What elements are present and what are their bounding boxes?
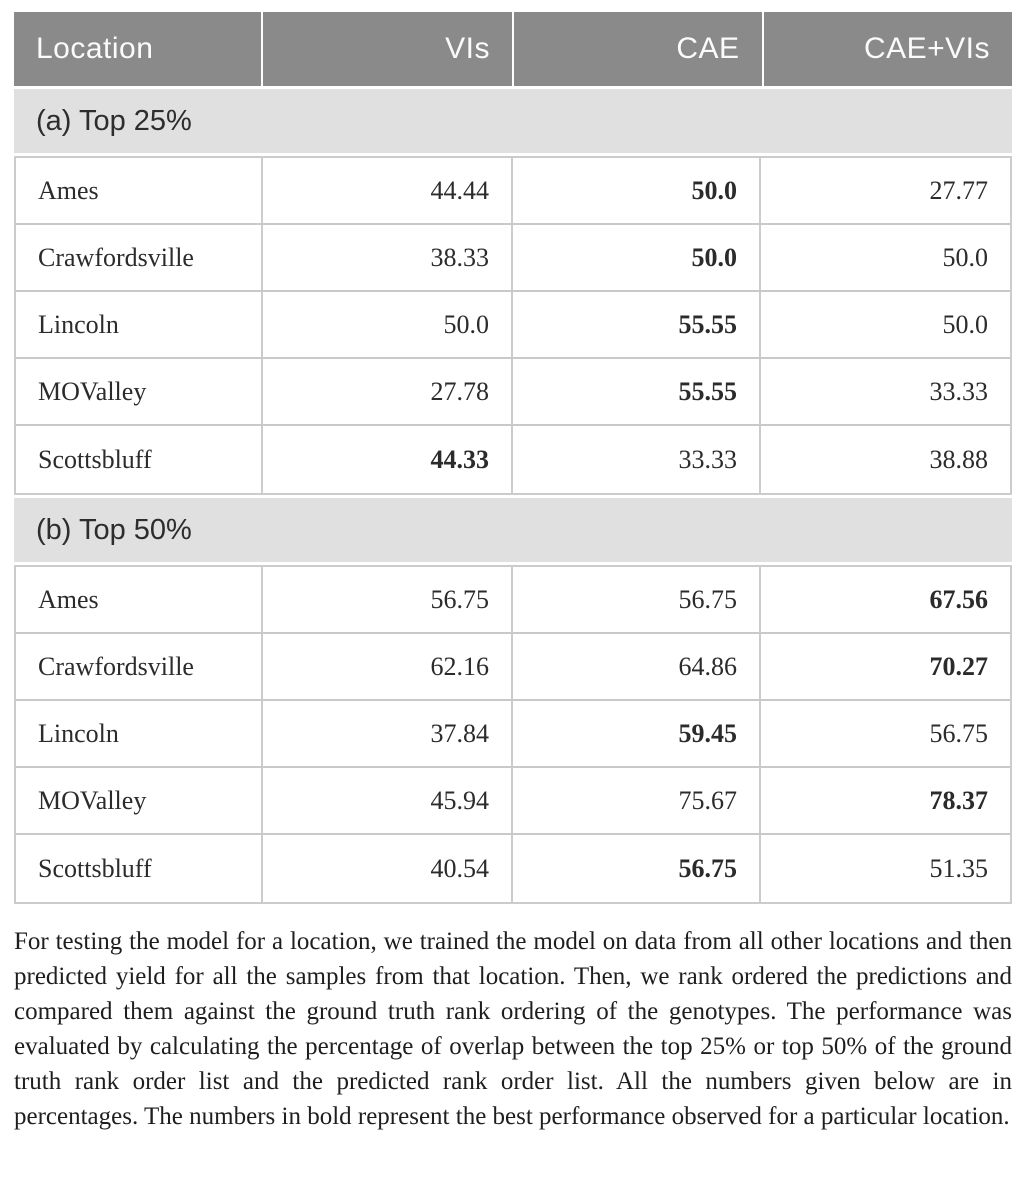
vis-cell: 40.54 <box>263 835 513 902</box>
header-cell-vis: VIs <box>262 12 512 86</box>
header-cell-location: Location <box>14 12 261 86</box>
cae-vis-cell: 56.75 <box>761 701 1010 766</box>
table-row: Crawfordsville 62.16 64.86 70.27 <box>16 634 1010 701</box>
page: Location VIs CAE CAE+VIs (a) Top 25% Ame… <box>14 12 1012 1130</box>
section-header-top-25: (a) Top 25% <box>14 89 1012 153</box>
cae-cell: 55.55 <box>513 292 761 357</box>
header-cell-cae-vis: CAE+VIs <box>763 12 1012 86</box>
cae-cell: 59.45 <box>513 701 761 766</box>
table-group-top-50: Ames 56.75 56.75 67.56 Crawfordsville 62… <box>14 565 1012 904</box>
location-cell: Crawfordsville <box>16 225 263 290</box>
cae-vis-cell: 67.56 <box>761 567 1010 632</box>
vis-cell: 50.0 <box>263 292 513 357</box>
table-row: Ames 56.75 56.75 67.56 <box>16 567 1010 634</box>
vis-cell: 38.33 <box>263 225 513 290</box>
location-cell: MOValley <box>16 768 263 833</box>
cae-cell: 55.55 <box>513 359 761 424</box>
cae-cell: 75.67 <box>513 768 761 833</box>
location-cell: Lincoln <box>16 701 263 766</box>
cae-vis-cell: 50.0 <box>761 292 1010 357</box>
cae-vis-cell: 33.33 <box>761 359 1010 424</box>
cae-cell: 33.33 <box>513 426 761 493</box>
header-cell-cae: CAE <box>514 12 762 86</box>
vis-cell: 27.78 <box>263 359 513 424</box>
vis-cell: 44.44 <box>263 158 513 223</box>
cae-vis-cell: 27.77 <box>761 158 1010 223</box>
location-cell: MOValley <box>16 359 263 424</box>
cae-cell: 56.75 <box>513 835 761 902</box>
vis-cell: 62.16 <box>263 634 513 699</box>
location-cell: Crawfordsville <box>16 634 263 699</box>
vis-cell: 37.84 <box>263 701 513 766</box>
table-row: Crawfordsville 38.33 50.0 50.0 <box>16 225 1010 292</box>
table-row: Ames 44.44 50.0 27.77 <box>16 158 1010 225</box>
cae-cell: 64.86 <box>513 634 761 699</box>
location-cell: Ames <box>16 567 263 632</box>
location-cell: Lincoln <box>16 292 263 357</box>
table-caption: For testing the model for a location, we… <box>14 928 1012 1130</box>
location-cell: Scottsbluff <box>16 835 263 902</box>
vis-cell: 44.33 <box>263 426 513 493</box>
table-row: Lincoln 50.0 55.55 50.0 <box>16 292 1010 359</box>
cae-vis-cell: 51.35 <box>761 835 1010 902</box>
cae-vis-cell: 70.27 <box>761 634 1010 699</box>
location-cell: Scottsbluff <box>16 426 263 493</box>
table-row: MOValley 27.78 55.55 33.33 <box>16 359 1010 426</box>
table-group-top-25: Ames 44.44 50.0 27.77 Crawfordsville 38.… <box>14 156 1012 495</box>
table-header-row: Location VIs CAE CAE+VIs <box>14 12 1012 86</box>
cae-cell: 50.0 <box>513 225 761 290</box>
table-row: MOValley 45.94 75.67 78.37 <box>16 768 1010 835</box>
table-row: Scottsbluff 40.54 56.75 51.35 <box>16 835 1010 902</box>
cae-vis-cell: 38.88 <box>761 426 1010 493</box>
cae-vis-cell: 78.37 <box>761 768 1010 833</box>
cae-vis-cell: 50.0 <box>761 225 1010 290</box>
table-row: Lincoln 37.84 59.45 56.75 <box>16 701 1010 768</box>
table-row: Scottsbluff 44.33 33.33 38.88 <box>16 426 1010 493</box>
section-header-top-50: (b) Top 50% <box>14 498 1012 562</box>
cae-cell: 50.0 <box>513 158 761 223</box>
vis-cell: 45.94 <box>263 768 513 833</box>
cae-cell: 56.75 <box>513 567 761 632</box>
vis-cell: 56.75 <box>263 567 513 632</box>
location-cell: Ames <box>16 158 263 223</box>
